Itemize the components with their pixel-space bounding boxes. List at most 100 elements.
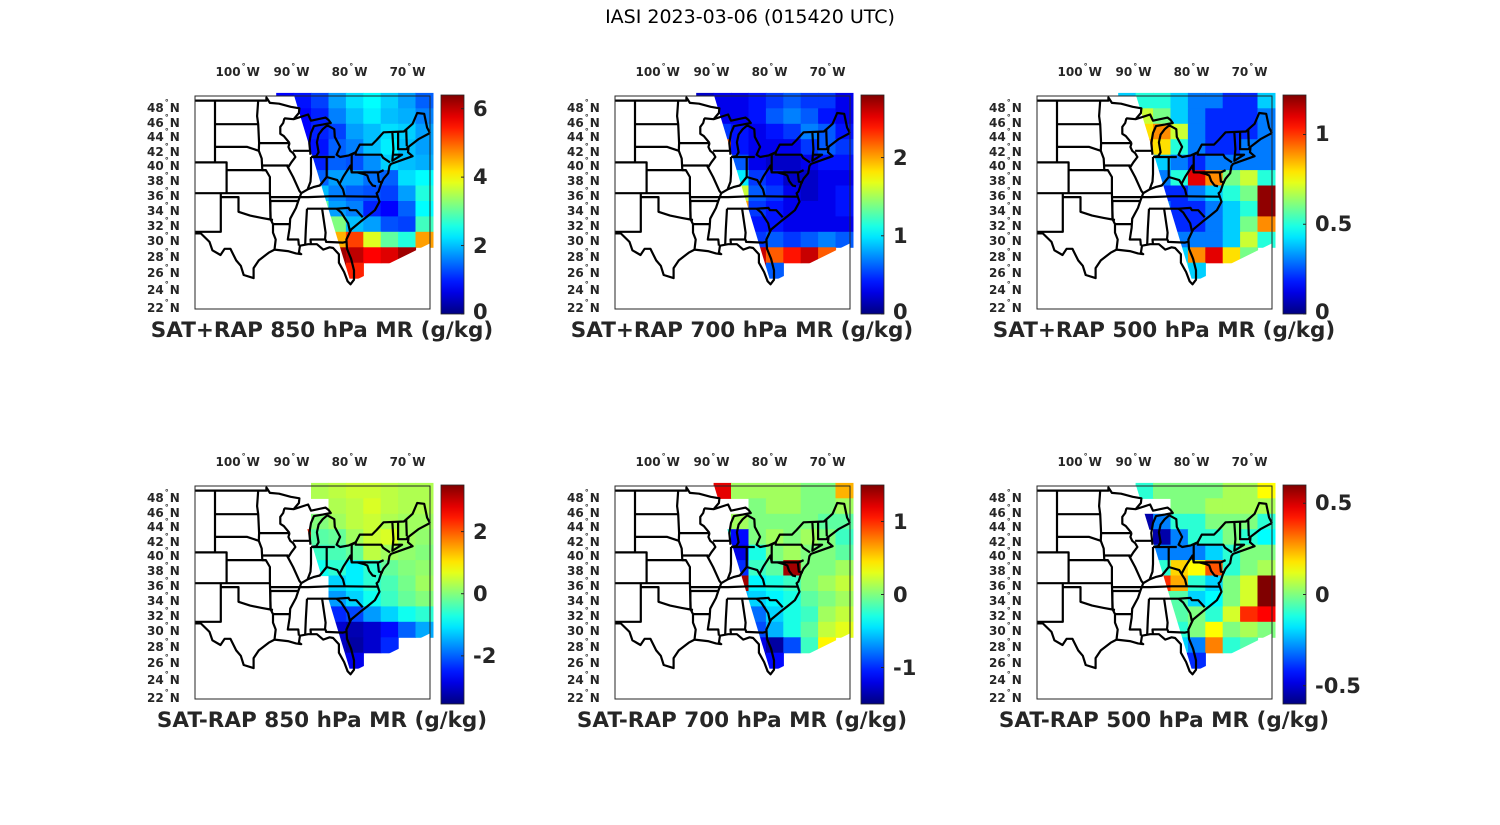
swath-cell xyxy=(1170,139,1189,156)
swath-cell xyxy=(328,92,347,109)
state-border-line xyxy=(1098,490,1119,640)
swath-cell xyxy=(1240,606,1259,623)
state-border-line xyxy=(730,111,851,159)
swath-cell xyxy=(1222,621,1241,638)
lat-hemisphere: N xyxy=(169,505,180,520)
swath-cell xyxy=(713,92,732,109)
lon-tick-value: 90 xyxy=(1115,65,1133,79)
lon-hemisphere: W xyxy=(716,65,730,79)
swath-cell xyxy=(1240,575,1259,592)
swath-cell xyxy=(1257,139,1276,156)
lat-hemisphere: N xyxy=(1011,115,1022,130)
panel-title: SAT-RAP 500 hPa MR (g/kg) xyxy=(998,708,1330,733)
degree-symbol: ° xyxy=(769,62,774,71)
swath-cell xyxy=(818,575,837,592)
state-border-line xyxy=(615,132,851,286)
state-border-line xyxy=(615,486,752,545)
lat-tick-label: 32°N xyxy=(147,606,180,624)
state-border-line xyxy=(1111,199,1141,220)
swath-cell xyxy=(818,201,837,217)
swath-cell xyxy=(1222,185,1241,202)
swath-cell xyxy=(1240,231,1259,248)
state-border-line xyxy=(269,589,299,610)
lat-hemisphere: N xyxy=(589,624,600,639)
swath-cell xyxy=(835,231,854,248)
lat-tick-label: 28°N xyxy=(147,637,180,655)
colorbar-tick-label: 0 xyxy=(1315,300,1330,324)
lon-tick-label: 70°W xyxy=(1231,452,1268,469)
degree-symbol: ° xyxy=(1006,262,1011,272)
swath-cell xyxy=(1222,92,1241,109)
degree-symbol: ° xyxy=(164,262,169,272)
state-border-line xyxy=(1247,129,1250,147)
swath-cell xyxy=(1153,92,1171,109)
lat-hemisphere: N xyxy=(1011,608,1022,623)
swath-cell xyxy=(765,560,784,577)
lon-tick-value: 80 xyxy=(751,65,769,79)
degree-symbol: ° xyxy=(1006,531,1011,541)
swath-cell xyxy=(765,170,784,187)
lat-tick-value: 48 xyxy=(567,101,584,116)
lat-tick-value: 28 xyxy=(147,249,164,264)
swath-cell xyxy=(380,575,399,592)
swath-cell xyxy=(1205,544,1224,561)
degree-symbol: ° xyxy=(1006,298,1011,307)
lat-tick-value: 42 xyxy=(147,534,164,549)
swath-cell xyxy=(415,529,434,546)
lat-hemisphere: N xyxy=(1011,188,1022,203)
degree-symbol: ° xyxy=(584,560,589,570)
swath-cell xyxy=(765,575,784,592)
lat-hemisphere: N xyxy=(1011,130,1022,145)
lat-hemisphere: N xyxy=(1011,249,1022,264)
swath-cell xyxy=(380,637,399,654)
lat-tick-label: 38°N xyxy=(567,561,600,579)
lat-tick-value: 30 xyxy=(147,624,164,639)
lat-hemisphere: N xyxy=(589,534,600,549)
degree-symbol: ° xyxy=(1006,575,1011,585)
colorbar-tick-label: 2 xyxy=(893,145,908,170)
lat-tick-value: 42 xyxy=(567,144,584,159)
swath-cell xyxy=(415,154,434,171)
lat-hemisphere: N xyxy=(589,672,600,687)
state-border-line xyxy=(811,131,824,162)
state-border-line xyxy=(1128,532,1145,636)
state-border-line xyxy=(615,161,648,194)
map-plot xyxy=(194,482,465,705)
lon-tick-value: 100 xyxy=(635,65,661,79)
lat-hemisphere: N xyxy=(169,144,180,159)
swath-edge-mask xyxy=(351,633,430,699)
swath-cell xyxy=(1257,529,1276,546)
lon-tick-label: 70°W xyxy=(390,62,426,79)
state-border-line xyxy=(1146,208,1151,245)
lon-tick-label: 80°W xyxy=(751,62,788,79)
lat-tick-label: 28°N xyxy=(567,247,600,265)
swath-cell xyxy=(1257,621,1276,638)
lat-hemisphere: N xyxy=(169,691,180,705)
swath-edge-mask xyxy=(771,633,850,699)
lat-tick-label: 34°N xyxy=(567,591,600,609)
panel-title: SAT-RAP 700 hPa MR (g/kg) xyxy=(576,708,908,733)
swath-cell xyxy=(1170,544,1189,561)
lat-tick-value: 32 xyxy=(989,608,1006,623)
colorbar xyxy=(860,484,885,705)
degree-symbol: ° xyxy=(584,590,589,600)
lat-tick-value: 36 xyxy=(147,188,164,203)
lat-tick-value: 22 xyxy=(147,691,164,705)
degree-symbol: ° xyxy=(164,517,169,527)
state-border-line xyxy=(1233,521,1246,552)
lat-tick-label: 46°N xyxy=(147,113,180,131)
lon-tick-label: 70°W xyxy=(390,452,426,469)
lat-hemisphere: N xyxy=(169,159,180,174)
lon-tick-label: 80°W xyxy=(332,62,368,79)
state-border-line xyxy=(397,521,410,541)
swath-cell xyxy=(293,92,312,109)
lon-tick-value: 70 xyxy=(1231,455,1249,469)
swath-cell xyxy=(415,560,434,577)
state-border-line xyxy=(771,541,811,554)
swath-cell xyxy=(380,247,399,264)
degree-symbol: ° xyxy=(164,546,169,556)
swath-cell xyxy=(363,560,382,577)
lat-tick-value: 44 xyxy=(147,520,164,535)
lat-tick-value: 36 xyxy=(989,578,1006,593)
colorbar-tick-label: -0.5 xyxy=(1315,673,1361,698)
